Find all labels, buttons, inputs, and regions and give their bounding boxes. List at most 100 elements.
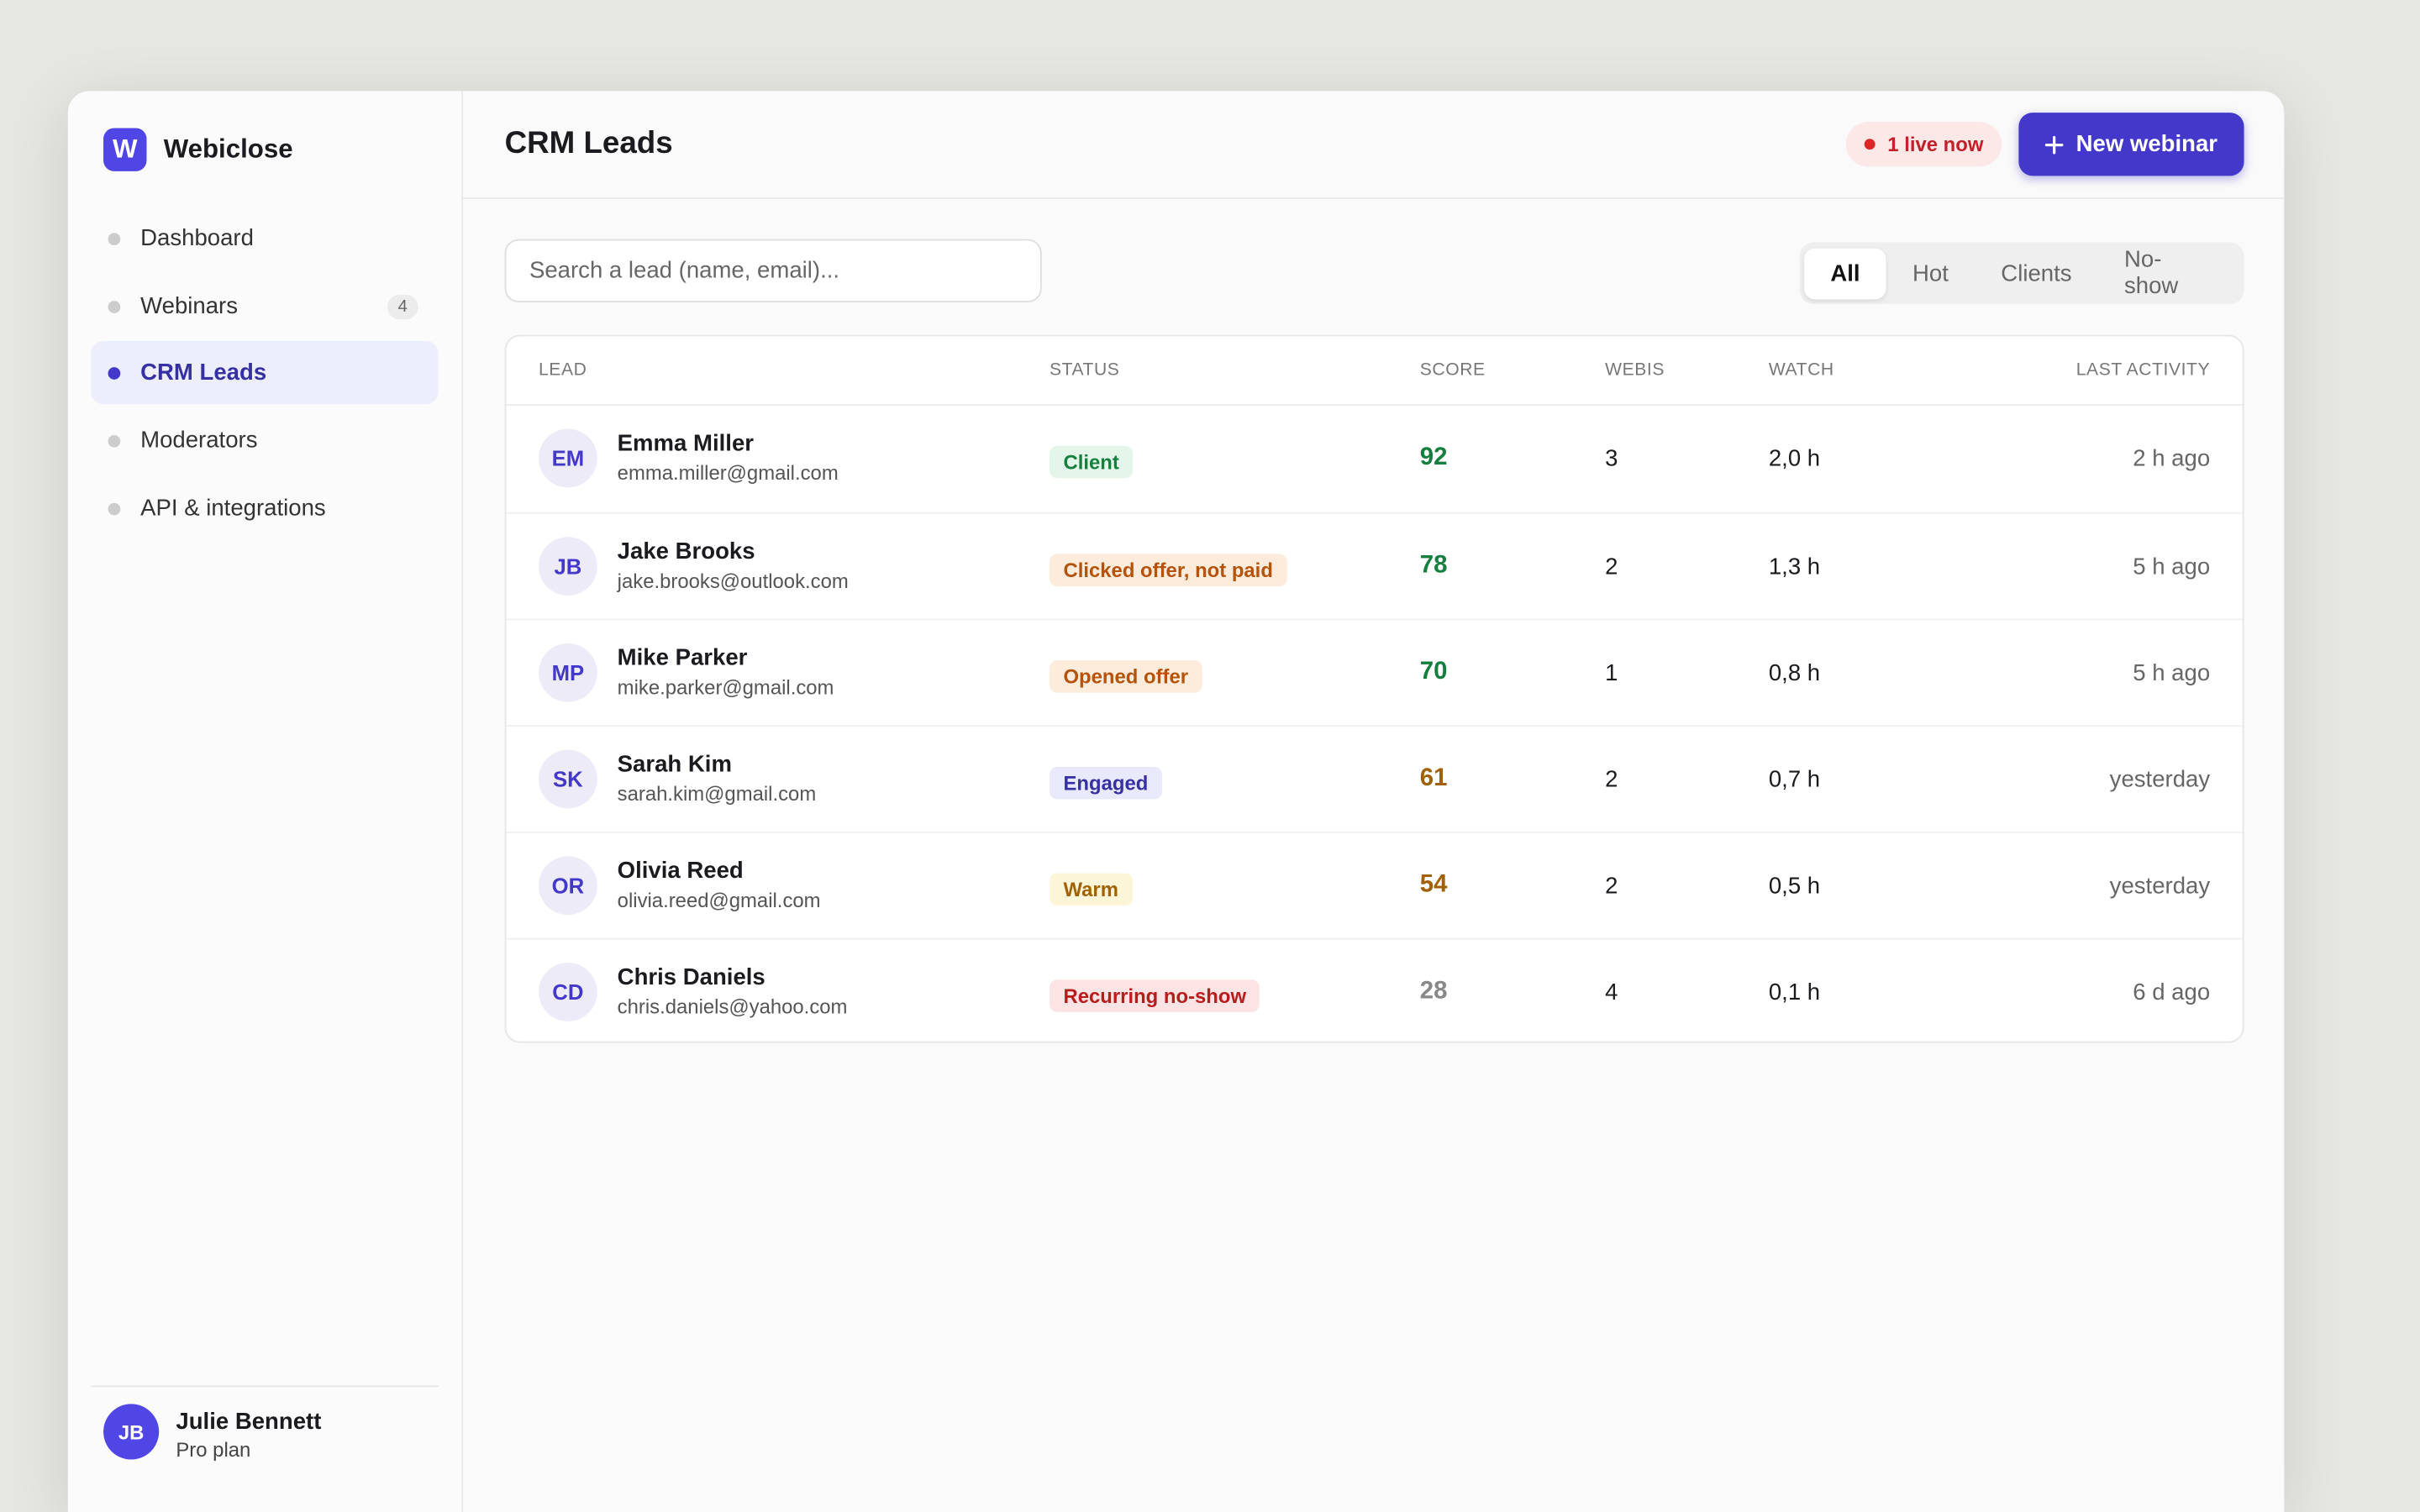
- avatar: MP: [539, 643, 597, 702]
- status-badge: Warm: [1049, 873, 1133, 906]
- lead-email: chris.daniels@yahoo.com: [617, 995, 848, 1019]
- webis-count: 3: [1605, 445, 1618, 473]
- sidebar: W Webiclose JB Julie Bennett Pro plan Da…: [67, 91, 464, 1512]
- table-row[interactable]: SK Sarah Kim sarah.kim@gmail.com Engaged 61 2…: [506, 725, 2243, 832]
- column-header: SCORE: [1419, 360, 1486, 380]
- webis-count: 1: [1605, 660, 1618, 687]
- score: 92: [1419, 444, 1448, 471]
- nav-label: CRM Leads: [140, 359, 267, 386]
- user-avatar[interactable]: JB: [103, 1404, 160, 1460]
- page-title: CRM Leads: [504, 126, 673, 161]
- column-header: LAST ACTIVITY: [2075, 360, 2211, 380]
- live-dot: [1864, 139, 1876, 150]
- column-header: WATCH: [1768, 360, 1834, 380]
- status-badge: Recurring no-show: [1049, 979, 1260, 1012]
- last-activity: 2 h ago: [2133, 445, 2211, 473]
- watch-time: 0,5 h: [1768, 873, 1821, 900]
- lead-email: mike.parker@gmail.com: [617, 675, 834, 700]
- nav-label: API & integrations: [140, 495, 326, 522]
- divider: [91, 1385, 439, 1388]
- app-window: W Webiclose JB Julie Bennett Pro plan Da…: [67, 91, 2285, 1512]
- status-badge: Client: [1049, 445, 1134, 479]
- nav-item[interactable]: Webinars 4: [91, 275, 438, 338]
- avatar: JB: [539, 537, 597, 596]
- live-text: 1 live now: [1887, 132, 1984, 156]
- lead-name: Emma Miller: [617, 430, 754, 457]
- lead-email: emma.miller@gmail.com: [617, 461, 839, 485]
- nav-item[interactable]: Moderators: [91, 409, 438, 472]
- last-activity: yesterday: [2109, 873, 2211, 900]
- filter-tab[interactable]: Hot: [1912, 260, 1949, 286]
- webis-count: 4: [1605, 979, 1618, 1006]
- lead-name: Chris Daniels: [617, 963, 765, 991]
- status-badge: Clicked offer, not paid: [1049, 554, 1287, 586]
- lead-name: Jake Brooks: [617, 538, 755, 565]
- new-webinar-button[interactable]: New webinar: [2018, 113, 2244, 176]
- filter-tab[interactable]: No-show: [2123, 246, 2179, 300]
- status-badge: Opened offer: [1049, 660, 1202, 693]
- watch-time: 0,1 h: [1768, 979, 1821, 1006]
- watch-time: 1,3 h: [1768, 554, 1821, 580]
- filter-tab[interactable]: Clients: [2001, 260, 2072, 286]
- webis-count: 2: [1605, 873, 1618, 900]
- leads-table: LEAD STATUS SCORE WEBIS WATCH LAST ACTIVITY EM…: [504, 334, 2244, 1043]
- column-header: STATUS: [1049, 360, 1120, 380]
- header-divider: [506, 404, 2243, 407]
- header-divider: [463, 197, 2285, 199]
- lead-name: Olivia Reed: [617, 858, 744, 885]
- nav-dot: [108, 501, 121, 515]
- webis-count: 2: [1605, 766, 1618, 794]
- column-header: LEAD: [539, 360, 587, 380]
- nav-label: Webinars: [140, 292, 239, 320]
- nav-item[interactable]: CRM Leads: [91, 340, 439, 405]
- search-placeholder: Search a lead (name, email)...: [529, 257, 840, 284]
- lead-email: sarah.kim@gmail.com: [617, 782, 817, 806]
- table-row[interactable]: EM Emma Miller emma.miller@gmail.com Client…: [506, 406, 2242, 512]
- status-badge: Engaged: [1049, 766, 1162, 800]
- score: 78: [1419, 552, 1448, 579]
- lead-email: olivia.reed@gmail.com: [617, 888, 821, 912]
- nav-dot: [108, 300, 121, 312]
- search-input[interactable]: Search a lead (name, email)...: [504, 239, 1042, 302]
- score: 70: [1419, 659, 1448, 685]
- user-plan: Pro plan: [176, 1437, 251, 1462]
- last-activity: 5 h ago: [2133, 660, 2211, 687]
- filter-tab[interactable]: All: [1804, 247, 1886, 299]
- nav-dot: [108, 232, 121, 245]
- last-activity: 5 h ago: [2133, 554, 2211, 580]
- lead-name: Mike Parker: [617, 644, 748, 671]
- last-activity: yesterday: [2109, 766, 2211, 794]
- live-badge[interactable]: 1 live now: [1845, 122, 2002, 167]
- avatar: SK: [539, 749, 597, 809]
- logo: W: [103, 128, 147, 171]
- table-row[interactable]: MP Mike Parker mike.parker@gmail.com Opened…: [506, 618, 2243, 726]
- watch-time: 2,0 h: [1768, 445, 1821, 473]
- brand-name: Webiclose: [163, 134, 293, 164]
- nav-label: Moderators: [140, 427, 258, 454]
- filter-tabs: All Hot Clients No-show: [1799, 242, 2244, 304]
- column-header: WEBIS: [1605, 360, 1665, 380]
- table-row[interactable]: OR Olivia Reed olivia.reed@gmail.com Warm 54…: [506, 831, 2243, 938]
- avatar: EM: [539, 428, 597, 488]
- user-name: Julie Bennett: [176, 1408, 322, 1436]
- lead-name: Sarah Kim: [617, 751, 732, 778]
- score: 28: [1419, 978, 1448, 1005]
- plus-icon: [2045, 134, 2064, 154]
- lead-email: jake.brooks@outlook.com: [617, 569, 849, 593]
- button-label: New webinar: [2075, 131, 2218, 158]
- nav-dot: [108, 366, 121, 379]
- avatar: OR: [539, 856, 597, 916]
- watch-time: 0,7 h: [1768, 766, 1821, 794]
- last-activity: 6 d ago: [2133, 979, 2211, 1006]
- webis-count: 2: [1605, 554, 1618, 580]
- table-row[interactable]: JB Jake Brooks jake.brooks@outlook.com Clic…: [506, 512, 2243, 619]
- nav-item[interactable]: Dashboard: [91, 207, 438, 270]
- score: 54: [1419, 871, 1448, 898]
- table-row[interactable]: CD Chris Daniels chris.daniels@yahoo.com Re…: [506, 937, 2243, 1042]
- nav-label: Dashboard: [140, 225, 254, 252]
- avatar: CD: [539, 963, 597, 1021]
- nav-item[interactable]: API & integrations: [91, 477, 438, 540]
